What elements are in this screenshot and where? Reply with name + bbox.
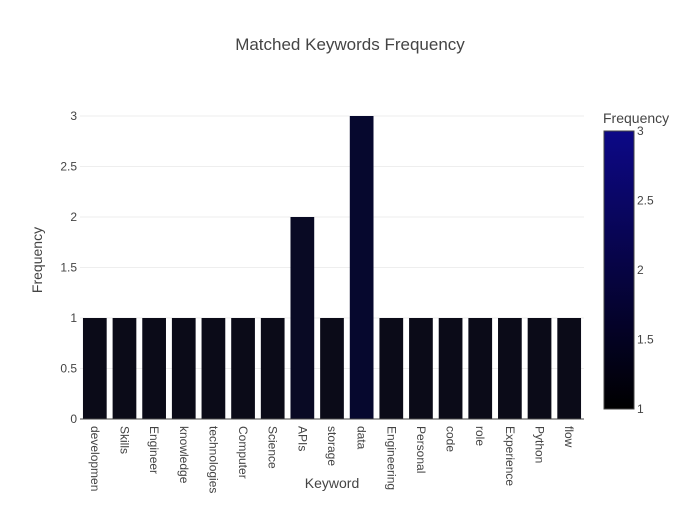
y-tick-labels: 0 0.5 1 1.5 2 2.5 3 — [60, 109, 77, 426]
x-tick-label: Science — [266, 426, 280, 469]
y-tick-label: 0 — [70, 412, 77, 426]
x-tick-label: Computer — [236, 426, 250, 479]
y-tick-label: 0.5 — [60, 362, 77, 376]
x-tick-labels: developmen Skills Engineer knowledge technol… — [88, 426, 576, 493]
colorbar-title: Frequency — [603, 110, 669, 126]
y-tick-label: 1.5 — [60, 261, 77, 275]
bar — [290, 217, 315, 419]
x-tick-label: Experience — [503, 426, 517, 486]
x-tick-label: Engineer — [147, 426, 161, 474]
bar — [142, 318, 166, 419]
colorbar-tick-label: 2 — [637, 263, 644, 277]
x-tick-label: Python — [533, 426, 547, 463]
bar — [468, 318, 493, 419]
bar — [231, 318, 255, 419]
x-tick-label: knowledge — [177, 426, 191, 484]
bar — [112, 318, 137, 419]
y-tick-label: 1 — [70, 311, 77, 325]
bar — [349, 116, 374, 419]
x-tick-label: role — [473, 426, 487, 446]
bar — [82, 318, 107, 419]
bar — [260, 318, 285, 419]
bars — [82, 116, 582, 419]
colorbar-tick-label: 2.5 — [637, 194, 654, 208]
x-axis-title: Keyword — [305, 475, 359, 491]
x-tick-label: data — [355, 426, 369, 450]
colorbar-scale — [603, 130, 635, 410]
x-tick-label: Engineering — [384, 426, 398, 490]
chart-title: Matched Keywords Frequency — [235, 35, 465, 54]
bar — [409, 318, 433, 419]
y-tick-label: 2 — [70, 210, 77, 224]
colorbar-tick-label: 1 — [637, 402, 644, 416]
y-tick-label: 3 — [70, 109, 77, 123]
colorbar-tick-label: 3 — [637, 124, 644, 138]
y-tick-label: 2.5 — [60, 160, 77, 174]
bar — [201, 318, 226, 419]
x-tick-label: code — [444, 426, 458, 452]
x-tick-label: flow — [562, 426, 576, 448]
x-tick-label: developmen — [88, 426, 102, 491]
bar — [171, 318, 196, 419]
x-tick-label: APIs — [295, 426, 309, 451]
bar — [498, 318, 522, 419]
bar — [320, 318, 344, 419]
bar — [557, 318, 582, 419]
colorbar-tick-label: 1.5 — [637, 333, 654, 347]
x-tick-label: Personal — [414, 426, 428, 473]
bar — [527, 318, 552, 419]
x-tick-label: storage — [325, 426, 339, 466]
bar — [379, 318, 404, 419]
y-axis-title: Frequency — [29, 227, 45, 293]
x-tick-label: Skills — [117, 426, 131, 454]
x-tick-label: technologies — [206, 426, 220, 493]
colorbar: Frequency 1 1.5 2 2.5 3 — [603, 110, 669, 416]
bar — [438, 318, 463, 419]
